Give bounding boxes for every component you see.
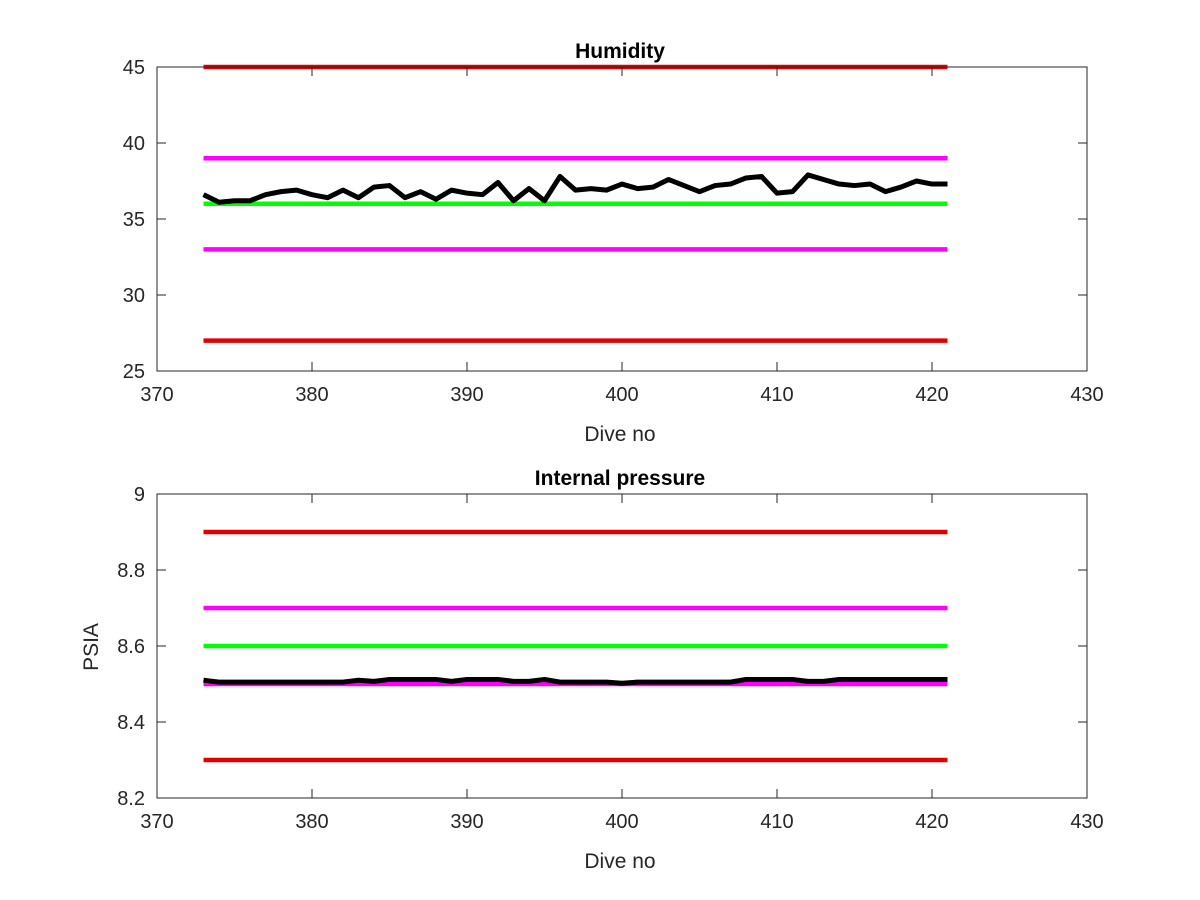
pressure-xtick-label: 430 xyxy=(1070,811,1103,833)
humidity-xtick-label: 390 xyxy=(450,384,483,406)
pressure-xtick-label: 420 xyxy=(915,811,948,833)
internal-pressure-title: Internal pressure xyxy=(535,467,705,490)
humidity-ytick-label: 30 xyxy=(123,285,145,307)
humidity-xtick-label: 370 xyxy=(140,384,173,406)
pressure-ytick-label: 8.4 xyxy=(117,712,145,734)
pressure-ytick-label: 9 xyxy=(134,484,145,506)
humidity-xtick-label: 420 xyxy=(915,384,948,406)
pressure-ytick-label: 8.8 xyxy=(117,560,145,582)
pressure-xtick-label: 390 xyxy=(450,811,483,833)
humidity-xtick-label: 400 xyxy=(605,384,638,406)
humidity-subplot: Humidity Dive no 370 380 390 400 410 420 430 25… xyxy=(123,40,1104,446)
humidity-xlabel: Dive no xyxy=(584,423,655,446)
internal-pressure-ylabel: PSIA xyxy=(80,623,103,671)
humidity-title: Humidity xyxy=(575,40,665,63)
humidity-ytick-label: 25 xyxy=(123,361,145,383)
internal-pressure-xlabel: Dive no xyxy=(584,850,655,873)
humidity-xtick-label: 430 xyxy=(1070,384,1103,406)
humidity-xtick-label: 380 xyxy=(295,384,328,406)
humidity-axes-box xyxy=(156,66,1088,372)
pressure-ytick-label: 8.2 xyxy=(117,788,145,810)
humidity-ytick-label: 35 xyxy=(123,209,145,231)
pressure-xtick-label: 400 xyxy=(605,811,638,833)
pressure-ytick-label: 8.6 xyxy=(117,636,145,658)
pressure-xtick-label: 410 xyxy=(760,811,793,833)
humidity-ytick-label: 40 xyxy=(123,133,145,155)
humidity-ytick-label: 45 xyxy=(123,57,145,79)
pressure-data-line xyxy=(203,676,948,686)
pressure-xtick-label: 380 xyxy=(295,811,328,833)
internal-pressure-subplot: Internal pressure Dive no PSIA 370 380 390… xyxy=(80,467,1104,873)
pressure-xtick-label: 370 xyxy=(140,811,173,833)
humidity-xtick-label: 410 xyxy=(760,384,793,406)
humidity-data-line xyxy=(202,172,948,205)
